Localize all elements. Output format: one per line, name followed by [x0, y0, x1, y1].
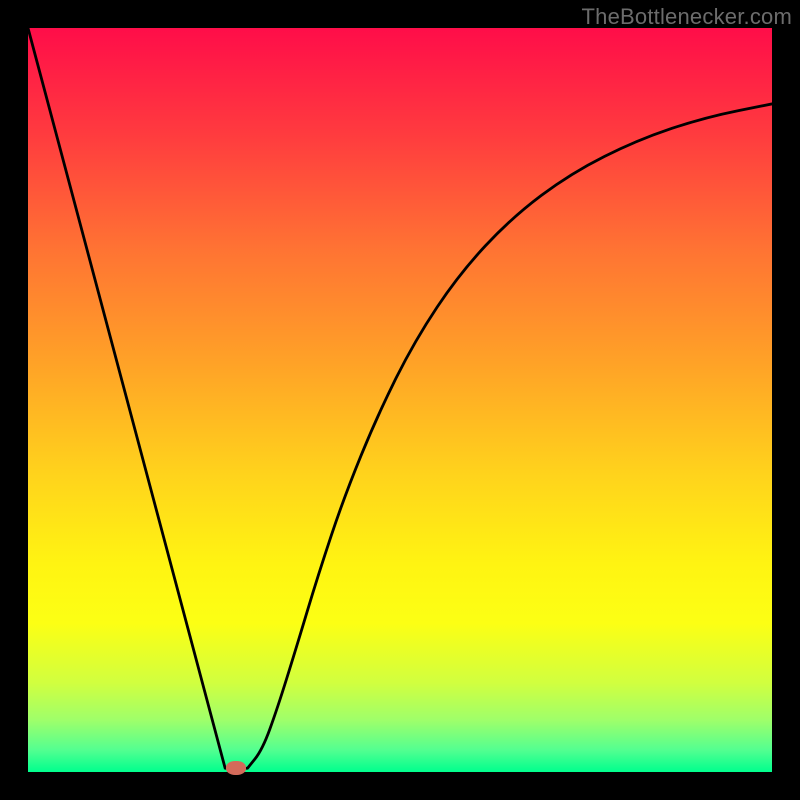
watermark-text: TheBottlenecker.com [582, 4, 792, 30]
chart-frame: TheBottlenecker.com [0, 0, 800, 800]
plot-area [28, 28, 772, 772]
optimal-point-marker [226, 761, 246, 775]
bottleneck-curve [28, 28, 772, 772]
